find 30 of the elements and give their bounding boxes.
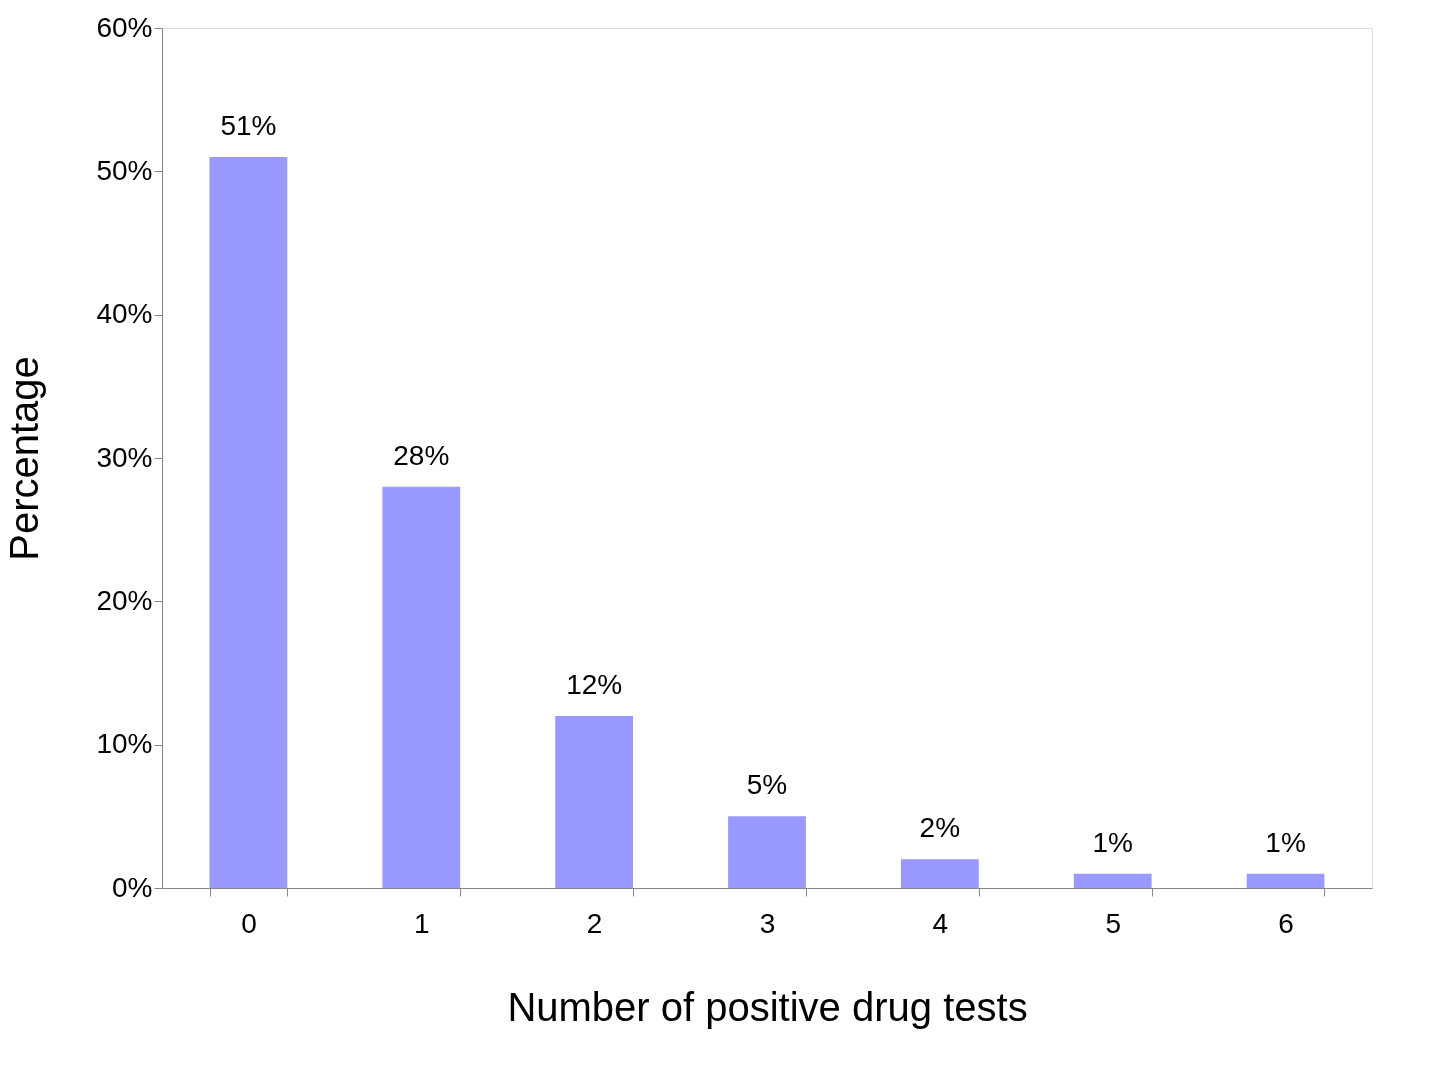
bar [1246, 873, 1325, 888]
x-tick-label: 0 [241, 907, 257, 939]
data-label: 5% [746, 769, 788, 801]
bar [900, 859, 979, 888]
bar [1073, 873, 1152, 888]
data-label: 2% [919, 812, 961, 844]
x-tick-label: 3 [759, 907, 776, 939]
y-tick-label: 0% [112, 871, 153, 903]
bar [555, 716, 634, 888]
y-tick-label: 10% [96, 728, 153, 760]
bar [209, 157, 288, 888]
data-label: 1% [1092, 826, 1133, 858]
x-tick-label: 6 [1278, 907, 1294, 939]
bar [728, 816, 806, 888]
x-tick-label: 4 [932, 907, 949, 939]
y-axis-title: Percentage [2, 356, 47, 561]
x-tick-label: 5 [1105, 907, 1121, 939]
y-tick-label: 50% [96, 154, 153, 186]
bar [382, 486, 461, 888]
y-tick-label: 30% [96, 441, 153, 473]
data-label: 28% [393, 439, 450, 471]
x-tick-label: 2 [586, 907, 603, 939]
data-label: 12% [566, 669, 623, 700]
data-label: 51% [220, 110, 277, 141]
x-tick-label: 1 [414, 907, 430, 939]
x-axis-title: Number of positive drug tests [507, 984, 1028, 1029]
y-tick-label: 20% [96, 584, 153, 616]
y-tick-label: 60% [96, 11, 153, 43]
y-tick-label: 40% [96, 298, 153, 330]
data-label: 1% [1265, 826, 1306, 858]
